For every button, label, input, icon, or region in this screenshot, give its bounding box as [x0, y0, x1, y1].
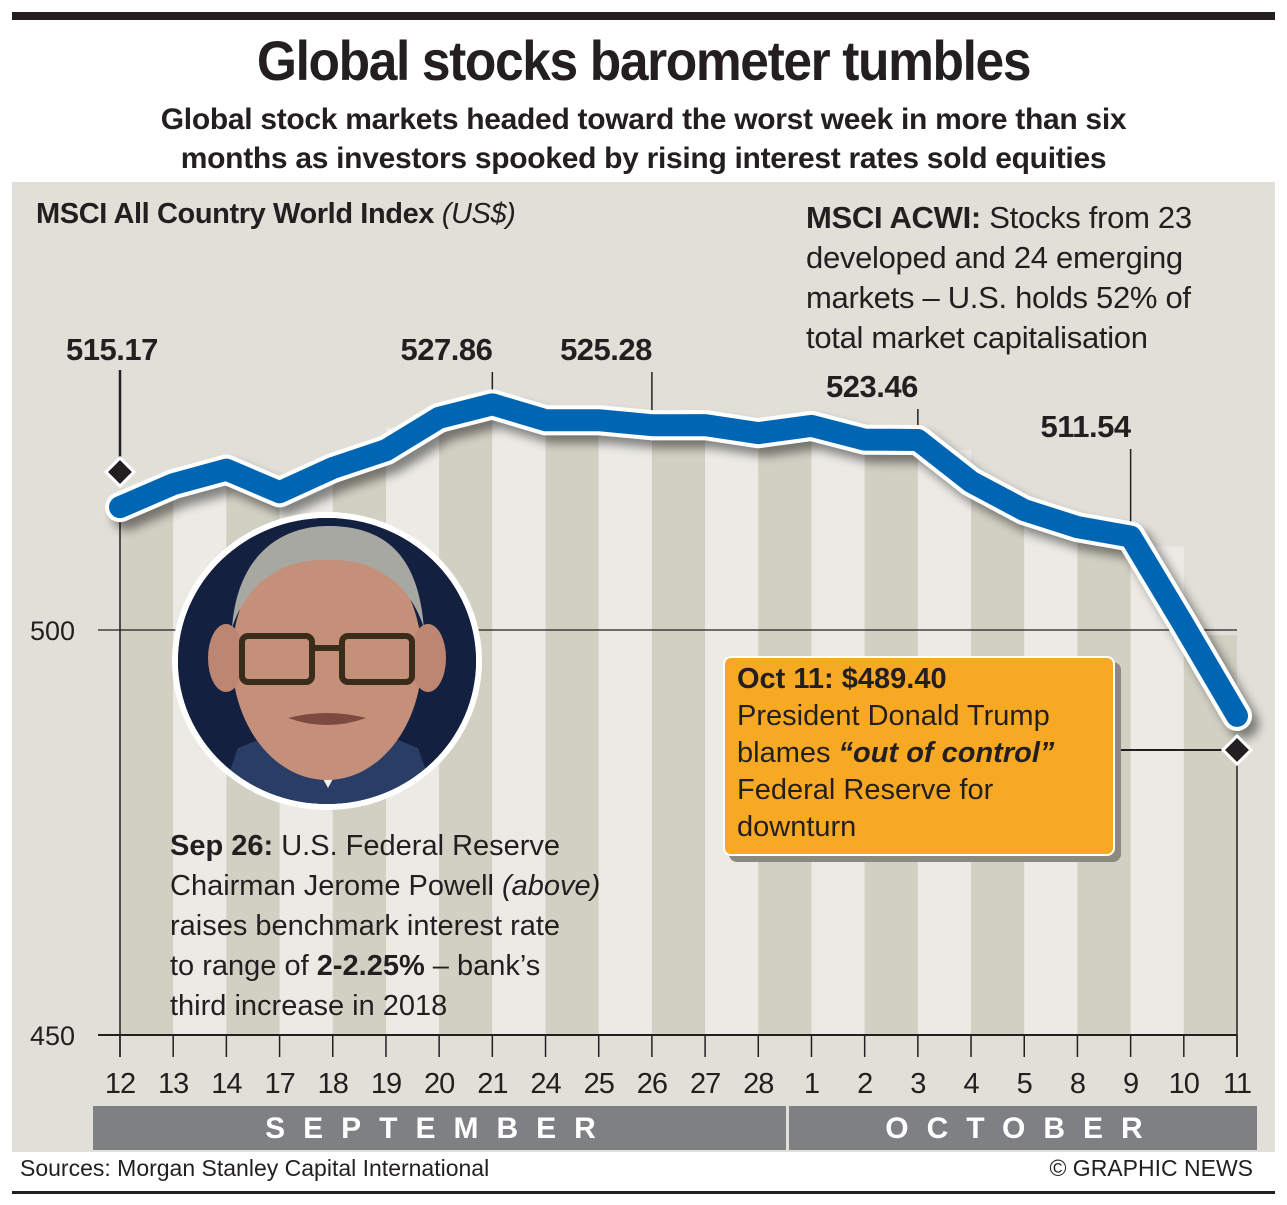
data-point: [384, 449, 387, 452]
x-tick-label: 12: [105, 1068, 135, 1100]
oct11-heading: Oct 11: $489.40: [737, 663, 947, 695]
data-point: [544, 419, 547, 422]
x-tick-label: 1: [804, 1068, 819, 1100]
subtitle-line-2: months as investors spooked by rising in…: [180, 142, 1107, 175]
note-line-4: total market capitalisation: [806, 320, 1148, 355]
x-tick-label: 19: [371, 1068, 401, 1100]
note-line-1: Stocks from 23: [980, 200, 1192, 235]
x-tick-label: 4: [963, 1068, 979, 1100]
x-tick-label: 8: [1070, 1068, 1085, 1100]
copyright: © GRAPHIC NEWS: [1049, 1155, 1253, 1181]
data-point: [278, 491, 281, 494]
bottom-rule: [12, 1191, 1275, 1194]
data-point: [970, 480, 973, 483]
data-point: [863, 438, 866, 441]
column-stripe: [492, 414, 546, 1036]
value-label: 515.17: [66, 332, 158, 367]
data-point: [1129, 535, 1132, 538]
sep26-date: Sep 26:: [170, 830, 274, 862]
x-tick-label: 11: [1223, 1068, 1251, 1100]
oct11-line-1: President Donald Trump: [737, 700, 1050, 732]
x-tick-label: 10: [1169, 1068, 1199, 1100]
sep26-rate: 2-2.25%: [316, 950, 425, 982]
data-point: [119, 506, 121, 509]
data-point: [491, 403, 494, 406]
x-tick-label: 9: [1123, 1068, 1138, 1100]
value-label: 511.54: [1041, 409, 1132, 444]
x-tick-label: 5: [1017, 1068, 1032, 1100]
data-point: [810, 424, 813, 427]
oct11-line-4: downturn: [737, 811, 857, 843]
data-point: [1182, 624, 1185, 627]
y-tick-label: 450: [30, 1021, 75, 1051]
value-label: 525.28: [560, 332, 652, 367]
index-note: MSCI ACWI: Stocks from 23 developed and …: [806, 198, 1266, 358]
value-label: 523.46: [826, 369, 918, 404]
portrait-image: [178, 518, 476, 804]
chart-title-unit: (US$): [441, 198, 516, 230]
data-point: [650, 424, 653, 427]
sep26-line-2: Chairman Jerome Powell: [170, 870, 503, 902]
x-tick-label: 14: [211, 1068, 242, 1100]
oct11-line-2a: blames: [737, 737, 839, 769]
data-point: [1023, 509, 1026, 512]
data-point: [597, 419, 600, 422]
x-tick-label: 2: [857, 1068, 872, 1100]
column-stripe: [545, 430, 599, 1036]
data-point: [331, 467, 334, 469]
sep26-line-3: raises benchmark interest rate: [170, 910, 561, 942]
oct11-callout: Oct 11: $489.40 President Donald Trump b…: [723, 656, 1115, 856]
x-tick-label: 18: [318, 1068, 348, 1100]
x-tick-label: 24: [530, 1068, 561, 1100]
sep26-line-4b: – bank’s: [424, 950, 541, 982]
source-note: Sources: Morgan Stanley Capital Internat…: [20, 1155, 490, 1181]
end-diamond-marker: [1220, 733, 1254, 767]
note-bold: MSCI ACWI:: [806, 200, 981, 235]
column-stripe: [651, 435, 706, 1035]
top-rule: [12, 12, 1275, 20]
x-tick-label: 26: [637, 1068, 667, 1100]
data-point: [225, 468, 228, 471]
start-diamond-marker: [103, 455, 137, 489]
y-tick-label: 500: [30, 616, 75, 646]
sep26-annotation: Sep 26: U.S. Federal Reserve Chairman Je…: [170, 826, 670, 1026]
note-line-2: developed and 24 emerging: [806, 240, 1183, 275]
value-label: 527.86: [401, 332, 493, 367]
portrait-illustration: [178, 518, 476, 804]
data-point: [916, 438, 919, 441]
data-point: [1236, 714, 1238, 717]
column-stripe: [120, 494, 174, 1035]
x-tick-label: 21: [477, 1068, 507, 1100]
data-point: [1076, 526, 1079, 529]
sep26-line-5: third increase in 2018: [170, 990, 448, 1022]
x-tick-label: 3: [910, 1068, 925, 1100]
oct11-line-3: Federal Reserve for: [737, 774, 994, 806]
data-point: [172, 483, 175, 486]
x-tick-label: 20: [424, 1068, 454, 1100]
sep26-line-1: U.S. Federal Reserve: [273, 830, 561, 862]
x-tick-label: 25: [584, 1068, 614, 1100]
x-tick-label: 13: [158, 1068, 188, 1100]
oct11-quote: “out of control”: [838, 737, 1055, 769]
series-line-msci-acwi: [109, 393, 1248, 727]
sep26-above: (above): [502, 870, 601, 902]
x-tick-label: 17: [264, 1068, 294, 1100]
chart-title-text: MSCI All Country World Index: [36, 198, 435, 230]
page-title: Global stocks barometer tumbles: [256, 29, 1032, 92]
note-line-3: markets – U.S. holds 52% of: [806, 280, 1191, 315]
chart-title: MSCI All Country World Index (US$): [36, 198, 516, 231]
subtitle-line-1: Global stock markets headed toward the w…: [160, 103, 1127, 136]
month-september: SEPTEMBER: [93, 1106, 786, 1150]
data-point: [704, 424, 707, 427]
data-point: [438, 416, 441, 419]
column-stripe: [598, 430, 652, 1036]
month-october: OCTOBER: [789, 1106, 1257, 1150]
x-tick-label: 27: [690, 1068, 720, 1100]
powell-photo: [172, 512, 482, 810]
sep26-line-4a: to range of: [170, 950, 317, 982]
data-point: [757, 432, 760, 435]
x-tick-label: 28: [743, 1068, 773, 1100]
page-subtitle: Global stock markets headed toward the w…: [0, 100, 1287, 178]
